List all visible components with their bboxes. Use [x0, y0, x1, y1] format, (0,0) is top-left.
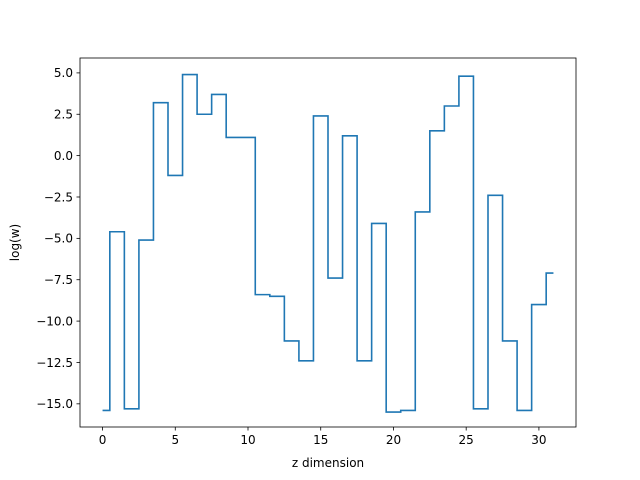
x-tick-label: 20: [386, 433, 401, 447]
x-tick-label: 25: [459, 433, 474, 447]
y-tick-label: −15.0: [36, 397, 73, 411]
y-tick-label: 5.0: [54, 66, 73, 80]
x-tick-label: 10: [240, 433, 255, 447]
x-tick-label: 0: [99, 433, 107, 447]
series-layer: [102, 73, 554, 413]
x-tick-label: 5: [171, 433, 179, 447]
y-axis-label: log(w): [8, 224, 22, 261]
y-tick-label: −5.0: [44, 232, 73, 246]
y-tick-label: 2.5: [54, 108, 73, 122]
series-line: [102, 73, 554, 413]
plot-frame: [79, 57, 577, 428]
x-axis-ticks: 0 5 10 15 20 25 30: [99, 427, 547, 447]
y-tick-label: −2.5: [44, 190, 73, 204]
x-tick-label: 15: [313, 433, 328, 447]
y-tick-label: 0.0: [54, 149, 73, 163]
y-axis-ticks: 5.0 2.5 0.0 −2.5 −5.0 −7.5 −10.0 −12.5 −15.0: [36, 66, 80, 411]
x-axis-label: z dimension: [292, 456, 364, 470]
y-tick-label: −10.0: [36, 314, 73, 328]
y-tick-label: −7.5: [44, 273, 73, 287]
x-tick-label: 30: [531, 433, 546, 447]
y-tick-label: −12.5: [36, 356, 73, 370]
